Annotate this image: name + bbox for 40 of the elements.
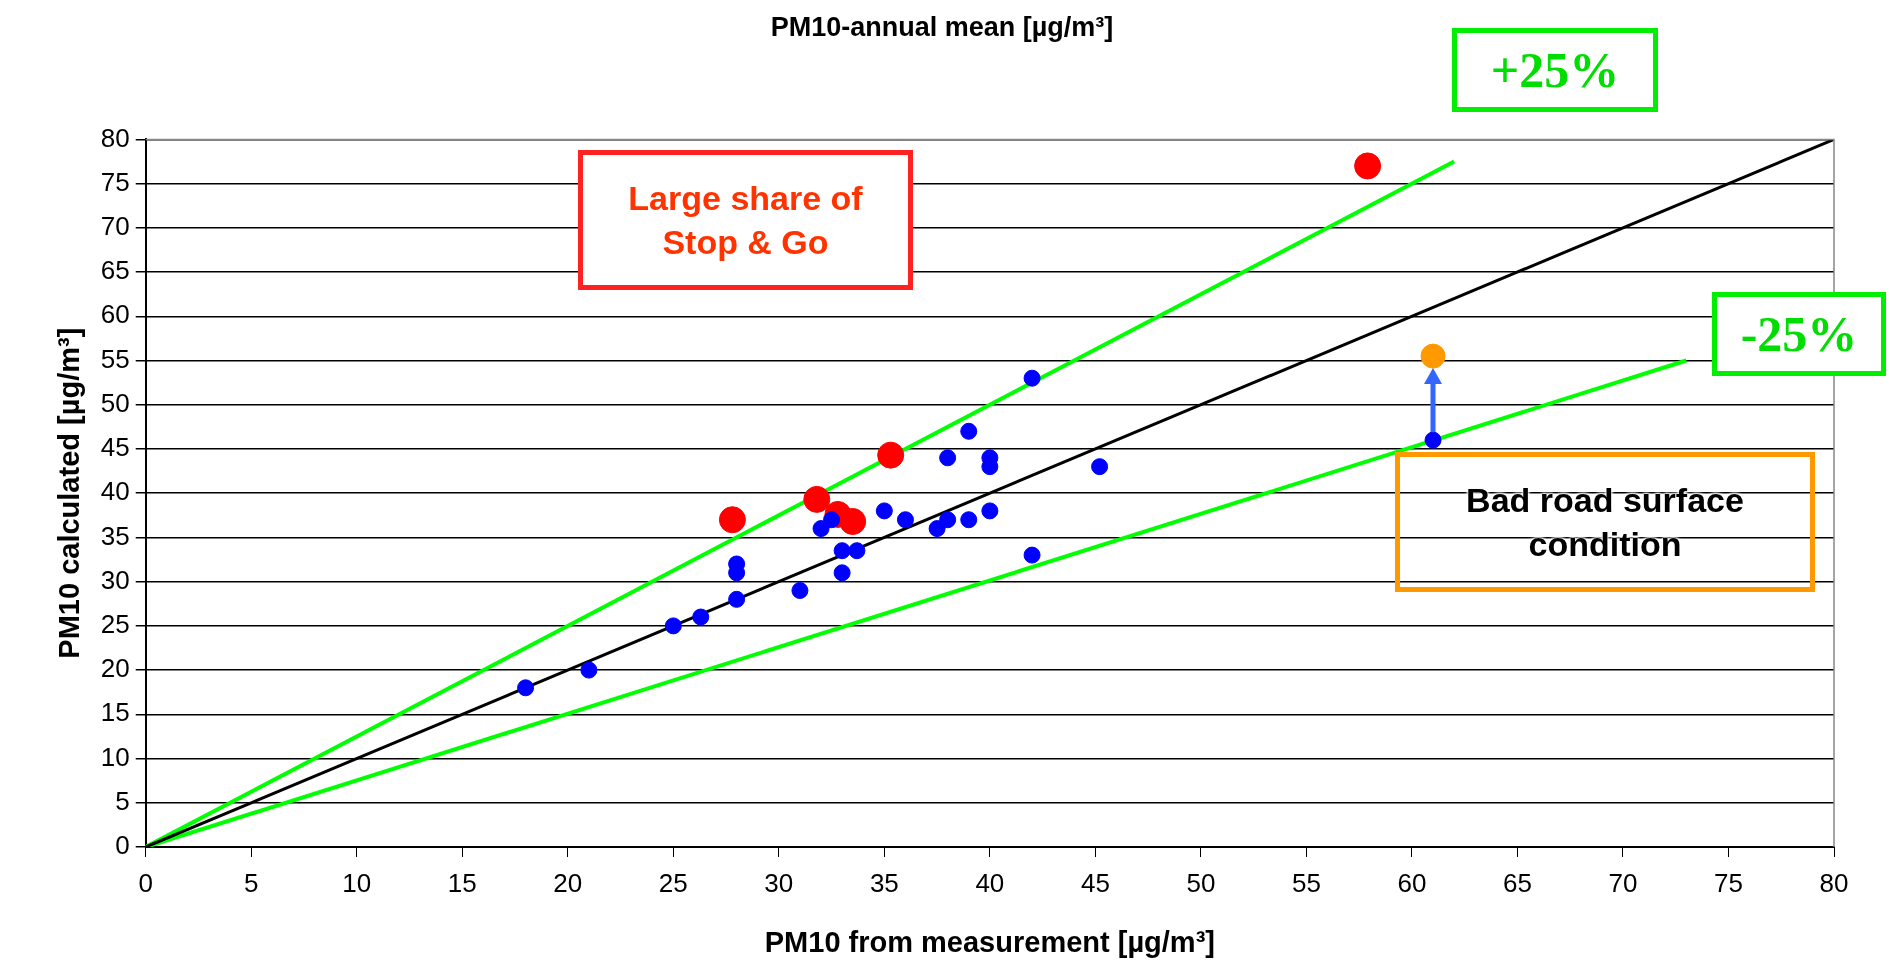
text: +25% (1490, 40, 1620, 100)
y-tick-label: 75 (100, 166, 130, 197)
x-tick-label: 0 (138, 867, 153, 898)
y-tick-label: 20 (100, 653, 130, 684)
y-tick-label: 25 (100, 609, 130, 640)
y-tick-label: 60 (100, 299, 130, 330)
x-tick-label: 45 (1080, 867, 1110, 898)
x-tick-label: 5 (244, 867, 259, 898)
x-tick-label: 75 (1714, 867, 1743, 898)
y-tick-label: 30 (100, 564, 130, 595)
y-tick-label: 5 (115, 785, 130, 816)
chart-title: PM10-annual mean [µg/m³] (770, 11, 1114, 42)
x-tick-label: 30 (764, 867, 794, 898)
y-tick-label: 50 (100, 387, 130, 418)
y-tick-label: 15 (100, 697, 130, 728)
x-tick-label: 80 (1819, 867, 1849, 898)
y-tick-label: 10 (100, 741, 130, 772)
x-tick-label: 60 (1397, 867, 1427, 898)
annotation: Large share of Stop & Go (627, 177, 864, 263)
y-axis-title: PM10 calculated [µg/m³] (53, 327, 86, 659)
x-tick-label: 25 (658, 867, 688, 898)
x-tick-label: 10 (342, 867, 372, 898)
y-tick-label: 65 (100, 255, 130, 286)
annotation: -25% (1740, 304, 1858, 364)
x-tick-label: 40 (975, 867, 1005, 898)
y-tick-label: 40 (100, 476, 130, 507)
x-tick-label: 55 (1291, 867, 1321, 898)
x-tick-label: 15 (447, 867, 477, 898)
x-tick-label: 65 (1502, 867, 1532, 898)
y-tick-label: 35 (100, 520, 130, 551)
x-tick-label: 50 (1186, 867, 1216, 898)
x-tick-label: 70 (1608, 867, 1638, 898)
x-tick-label: 35 (869, 867, 899, 898)
x-tick-label: 20 (553, 867, 583, 898)
x-axis-title: PM10 from measurement [µg/m³] (764, 925, 1215, 958)
y-tick-label: 70 (100, 211, 130, 242)
y-tick-label: 55 (100, 343, 130, 374)
y-tick-label: 0 (115, 830, 130, 861)
y-tick-label: 80 (100, 122, 130, 153)
y-tick-label: 45 (100, 432, 130, 463)
